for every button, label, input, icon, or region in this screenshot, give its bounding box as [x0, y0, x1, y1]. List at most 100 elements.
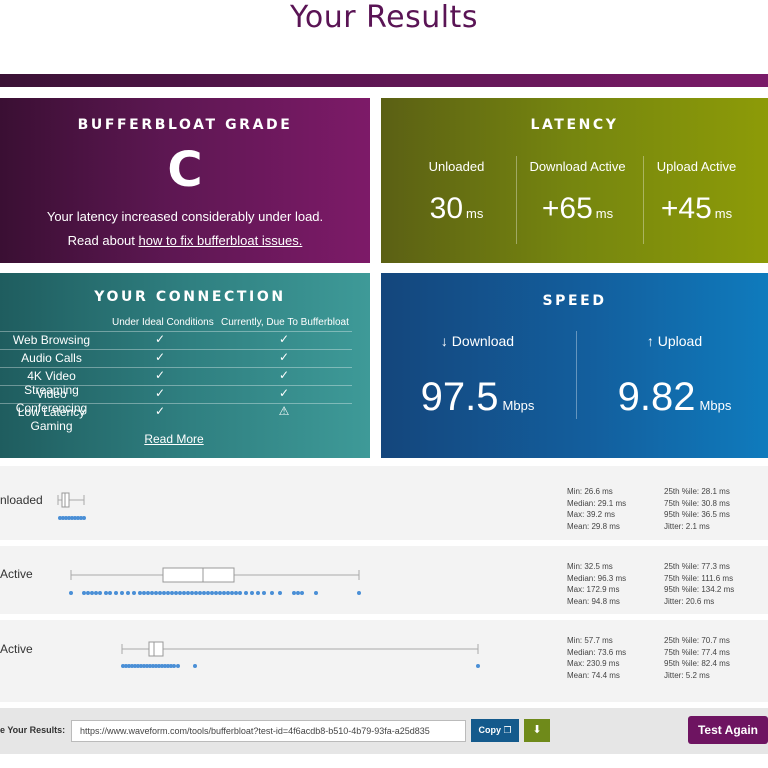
stats-right: 25th %ile: 28.1 ms 75th %ile: 30.8 ms 95… [664, 486, 730, 533]
latency-upload-label: Upload Active [656, 159, 737, 174]
latency-plot-upload-active: Active Min: 57.7 ms Median: 73.6 ms Max:… [0, 620, 768, 702]
read-more-link[interactable]: Read More [144, 432, 204, 446]
stat-max: Max: 39.2 ms [567, 510, 616, 520]
latency-plot-download-active: Active Min: 32.5 ms Median: 96.3 ms Max:… [0, 546, 768, 614]
latency-upload-active: Upload Active +45 ms [634, 155, 759, 245]
stat-jitter: Jitter: 2.1 ms [664, 522, 710, 532]
stats-right: 25th %ile: 70.7 ms 75th %ile: 77.4 ms 95… [664, 635, 730, 682]
latency-card: LATENCY Unloaded 30 ms Download Active +6… [381, 98, 768, 263]
stat-mean: Mean: 94.8 ms [567, 597, 620, 607]
boxplot-upload [121, 641, 480, 668]
stat-min: Min: 32.5 ms [567, 562, 613, 571]
latency-plot-unloaded: nloaded Min: 26.6 ms Median: 29.1 ms Max… [0, 466, 768, 540]
page-title: Your Results [290, 0, 478, 35]
check-icon: ✓ [154, 350, 166, 364]
stat-p75: 75th %ile: 77.4 ms [664, 647, 730, 657]
grade-heading: BUFFERBLOAT GRADE [77, 117, 293, 133]
speed-upload-value: 9.82 Mbps [578, 375, 768, 420]
grade-link-prefix: Read about [67, 233, 139, 248]
check-icon: ✓ [154, 404, 166, 418]
stats-left: Min: 32.5 ms Median: 96.3 ms Max: 172.9 … [567, 561, 626, 608]
share-url-input[interactable] [71, 720, 466, 742]
latency-download-number: +65 [541, 192, 593, 225]
stat-max: Max: 230.9 ms [567, 659, 620, 669]
speed-upload-unit: Mbps [699, 398, 732, 413]
latency-unloaded-label: Unloaded [428, 159, 485, 174]
plot-label: nloaded [0, 493, 43, 507]
stat-p75: 75th %ile: 111.6 ms [664, 573, 734, 583]
boxplot-unloaded [57, 492, 86, 520]
stat-mean: Mean: 29.8 ms [567, 522, 620, 532]
check-icon: ✓ [278, 350, 290, 364]
stat-p25: 25th %ile: 77.3 ms [664, 562, 730, 571]
grade-link-line: Read about how to fix bufferbloat issues… [0, 233, 370, 248]
speed-download-number: 97.5 [420, 375, 499, 419]
speed-upload-label: ↑ Upload [646, 333, 703, 349]
latency-unloaded-unit: ms [466, 206, 484, 221]
bufferbloat-grade-card: BUFFERBLOAT GRADE C Your latency increas… [0, 98, 370, 263]
latency-download-value: +65 ms [515, 192, 640, 226]
latency-unloaded-value: 30 ms [394, 192, 519, 226]
plot-label: Active [0, 642, 33, 656]
check-icon: ✓ [154, 386, 166, 400]
stat-min: Min: 57.7 ms [567, 636, 613, 645]
latency-unloaded-number: 30 [429, 192, 464, 225]
latency-download-label: Download Active [529, 159, 626, 174]
stat-p95: 95th %ile: 82.4 ms [664, 659, 730, 669]
stats-right: 25th %ile: 77.3 ms 75th %ile: 111.6 ms 9… [664, 561, 734, 608]
connection-row-name: Low Latency Gaming [17, 405, 86, 433]
stats-left: Min: 26.6 ms Median: 29.1 ms Max: 39.2 m… [567, 486, 626, 533]
connection-col-ideal: Under Ideal Conditions [112, 317, 214, 328]
stat-median: Median: 73.6 ms [567, 647, 627, 657]
stats-left: Min: 57.7 ms Median: 73.6 ms Max: 230.9 … [567, 635, 626, 682]
test-again-button[interactable]: Test Again [688, 716, 768, 744]
speed-upload: ↑ Upload 9.82 Mbps [578, 333, 768, 420]
latency-download-active: Download Active +65 ms [515, 155, 640, 245]
check-icon: ✓ [154, 332, 166, 346]
stat-max: Max: 172.9 ms [567, 585, 620, 595]
speed-download-unit: Mbps [502, 398, 535, 413]
connection-row: Low Latency Gaming ✓ ⚠ [0, 403, 352, 433]
stat-p75: 75th %ile: 30.8 ms [664, 498, 730, 508]
stat-p25: 25th %ile: 28.1 ms [664, 487, 730, 496]
speed-divider [576, 331, 577, 419]
speed-download: ↓ Download 97.5 Mbps [381, 333, 574, 420]
latency-upload-value: +45 ms [634, 192, 759, 226]
download-icon: ⬇ [532, 724, 542, 736]
download-button[interactable]: ⬇ [524, 719, 550, 742]
copy-icon: ❐ [503, 725, 512, 735]
speed-upload-number: 9.82 [617, 375, 696, 419]
stat-p25: 25th %ile: 70.7 ms [664, 636, 730, 645]
stat-p95: 95th %ile: 134.2 ms [664, 585, 735, 595]
latency-divider [643, 156, 644, 244]
stat-min: Min: 26.6 ms [567, 487, 613, 496]
connection-col-current: Currently, Due To Bufferbloat [221, 317, 349, 328]
latency-heading: LATENCY [530, 117, 619, 133]
stat-median: Median: 96.3 ms [567, 573, 627, 583]
latency-download-unit: ms [595, 206, 614, 221]
speed-download-label: ↓ Download [440, 333, 515, 349]
latency-unloaded: Unloaded 30 ms [394, 155, 519, 245]
stat-p95: 95th %ile: 36.5 ms [664, 510, 730, 520]
connection-row-name: Video Conferencing [15, 387, 88, 415]
connection-card: YOUR CONNECTION Under Ideal Conditions C… [0, 273, 370, 458]
copy-label: Copy [478, 725, 501, 735]
connection-heading: YOUR CONNECTION [94, 289, 286, 305]
copy-button[interactable]: Copy ❐ [471, 719, 519, 742]
check-icon: ✓ [278, 332, 290, 346]
stat-jitter: Jitter: 20.6 ms [664, 597, 715, 607]
stat-mean: Mean: 74.4 ms [567, 671, 620, 681]
share-label: e Your Results: [0, 725, 66, 735]
check-icon: ✓ [278, 368, 290, 382]
fix-bufferbloat-link[interactable]: how to fix bufferbloat issues. [138, 233, 303, 248]
speed-download-value: 97.5 Mbps [381, 375, 574, 420]
header-divider-bar [0, 74, 768, 87]
check-icon: ✓ [278, 386, 290, 400]
latency-divider [516, 156, 517, 244]
plot-label: Active [0, 567, 33, 581]
check-icon: ✓ [154, 368, 166, 382]
connection-row: Web Browsing ✓ ✓ [0, 331, 352, 348]
speed-heading: SPEED [542, 293, 607, 309]
connection-row-name: 4K Video Streaming [24, 369, 79, 397]
connection-row: Audio Calls ✓ ✓ [0, 349, 352, 366]
